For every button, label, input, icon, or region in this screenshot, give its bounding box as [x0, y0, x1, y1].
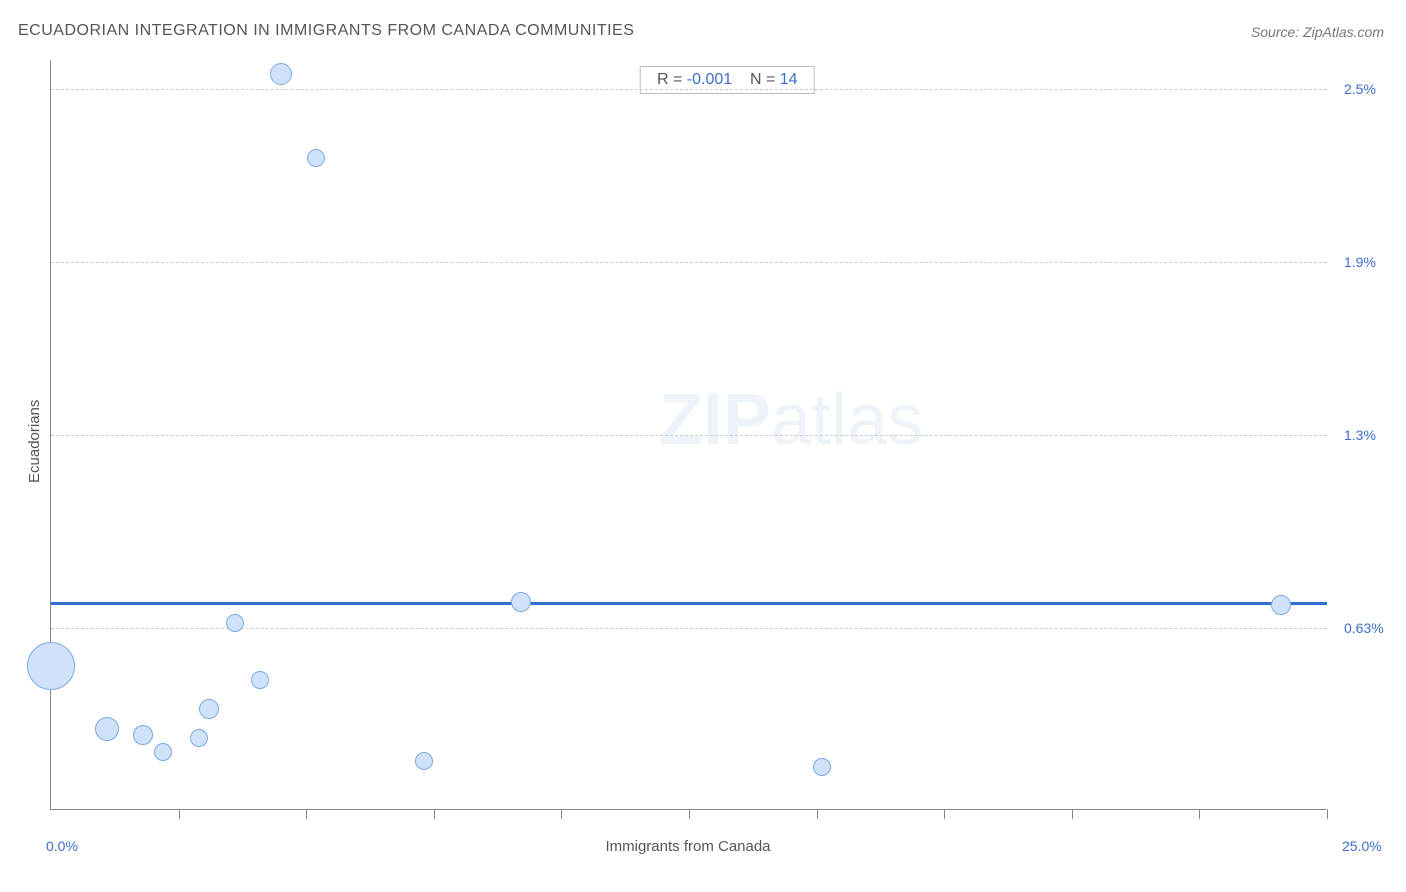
data-point [154, 743, 172, 761]
x-tick [1199, 809, 1200, 819]
gridline [51, 89, 1327, 90]
x-tick [179, 809, 180, 819]
data-point [1271, 595, 1291, 615]
x-tick [561, 809, 562, 819]
y-axis-label: Ecuadorians [26, 400, 43, 483]
y-tick-label: 1.9% [1344, 254, 1404, 270]
y-tick-label: 0.63% [1344, 620, 1404, 636]
gridline [51, 435, 1327, 436]
gridline [51, 628, 1327, 629]
data-point [415, 752, 433, 770]
watermark-light: atlas [771, 380, 923, 460]
data-point [813, 758, 831, 776]
data-point [133, 725, 153, 745]
x-tick [1327, 809, 1328, 819]
x-tick [817, 809, 818, 819]
chart-title: ECUADORIAN INTEGRATION IN IMMIGRANTS FRO… [18, 22, 634, 40]
x-tick [434, 809, 435, 819]
x-tick [944, 809, 945, 819]
data-point [270, 63, 292, 85]
y-tick-label: 2.5% [1344, 81, 1404, 97]
scatter-plot-area: ZIPatlas R = -0.001 N = 14 0.63%1.3%1.9%… [50, 60, 1326, 810]
data-point [190, 729, 208, 747]
regression-line [51, 602, 1327, 605]
data-point [251, 671, 269, 689]
data-point [226, 614, 244, 632]
data-point [199, 699, 219, 719]
r-label: R = [657, 71, 687, 88]
data-point [307, 149, 325, 167]
y-tick-label: 1.3% [1344, 427, 1404, 443]
source-attribution: Source: ZipAtlas.com [1251, 24, 1384, 40]
data-point [27, 642, 75, 690]
data-point [95, 717, 119, 741]
r-value: -0.001 [687, 71, 732, 88]
x-axis-label: Immigrants from Canada [605, 838, 770, 855]
x-tick [306, 809, 307, 819]
watermark: ZIPatlas [659, 379, 923, 461]
gridline [51, 262, 1327, 263]
x-tick [1072, 809, 1073, 819]
x-axis-max-label: 25.0% [1342, 838, 1382, 854]
n-value: 14 [780, 71, 798, 88]
data-point [511, 592, 531, 612]
x-axis-min-label: 0.0% [46, 838, 78, 854]
x-tick [689, 809, 690, 819]
n-label: N = [750, 71, 780, 88]
watermark-bold: ZIP [659, 380, 771, 460]
